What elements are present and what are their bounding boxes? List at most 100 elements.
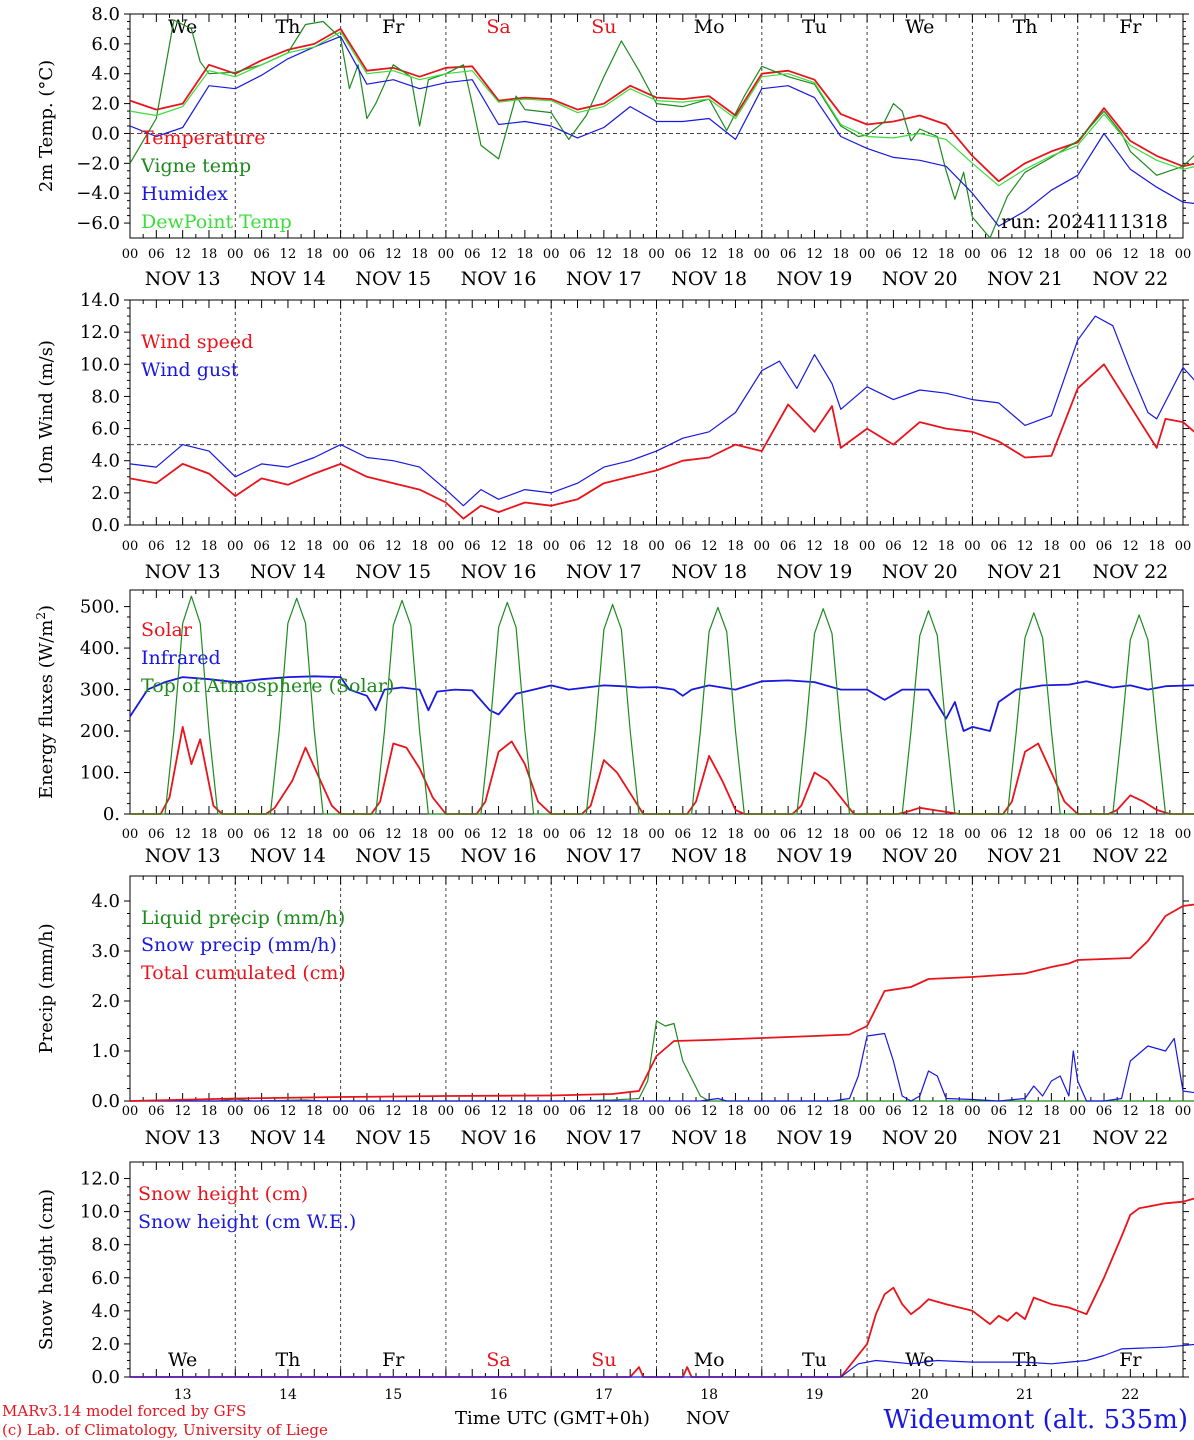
energy-y-axis-label: Energy fluxes (W/m2)	[34, 605, 57, 799]
energy-panel: 500.400.300.200.100.0. 00 06 12 18 00 06 12 18 0…	[34, 589, 1194, 867]
wind-series	[129, 315, 1194, 520]
hour-tick-label: 00	[543, 1104, 560, 1119]
day-number-label: 18	[700, 1387, 718, 1403]
hour-tick-label: 12	[596, 247, 613, 262]
temperature-panel-frame	[129, 13, 1184, 239]
precip-y-axis-label: Precip (mm/h)	[36, 923, 57, 1053]
y-tick-label: 4.0	[91, 891, 120, 912]
date-label: NOV 21	[987, 845, 1063, 867]
station-name: Wideumont (alt. 535m)	[884, 1405, 1188, 1435]
hour-tick-label: 18	[727, 827, 744, 842]
hour-tick-label: 12	[490, 827, 507, 842]
credit-line-1: MARv3.14 model forced by GFS	[2, 1402, 246, 1420]
infrared-line	[129, 675, 1194, 732]
hour-tick-label: 06	[990, 827, 1007, 842]
date-label: NOV 22	[1092, 268, 1168, 290]
hour-tick-label: 18	[833, 539, 850, 554]
hour-tick-label: 12	[701, 539, 718, 554]
day-number-label: 14	[279, 1387, 297, 1403]
date-label: NOV 17	[566, 561, 642, 583]
hour-tick-label: 18	[938, 247, 955, 262]
hour-tick-label: 12	[806, 1104, 823, 1119]
snow-x-axis: 13 14 15 16 17 18 19 20 21 22	[129, 1162, 1184, 1403]
hour-tick-label: 00	[1175, 827, 1192, 842]
y-tick-label: 2.0	[91, 94, 120, 115]
y-tick-label: 10.0	[80, 1202, 120, 1223]
date-label: NOV 22	[1092, 561, 1168, 583]
energy-day-separators	[234, 590, 1079, 814]
weekday-label: Mo	[694, 16, 725, 38]
hour-tick-label: 18	[938, 1104, 955, 1119]
temperature-legend: Temperature	[141, 127, 265, 149]
date-label: NOV 14	[250, 268, 326, 290]
vigne-temp-legend: Vigne temp	[140, 155, 251, 177]
energy-legend: Solar Infrared Top of Atmosphere (Solar)	[141, 619, 394, 697]
temperature-series	[129, 19, 1194, 239]
snow-panel: 12.0 10.0 8.0 6.0 4.0 2.0 0.0 13 14 15 16 17 18 19 20…	[36, 1161, 1194, 1403]
energy-x-axis: 00 06 12 18 00 06 12 18 00 06 12 18 00 06 12 18 00 06 12 18…	[122, 590, 1192, 867]
hour-tick-label: 18	[306, 539, 323, 554]
hour-tick-label: 00	[648, 247, 665, 262]
snow-y-axis: 12.0 10.0 8.0 6.0 4.0 2.0 0.0	[80, 1169, 1189, 1388]
hour-tick-label: 12	[596, 827, 613, 842]
hour-tick-label: 06	[1096, 247, 1113, 262]
hour-tick-label: 00	[1069, 827, 1086, 842]
hour-tick-label: 18	[622, 539, 639, 554]
date-label: NOV 17	[566, 845, 642, 867]
temperature-y-axis-label: 2m Temp. (°C)	[36, 60, 57, 192]
weekday-label: Tu	[802, 16, 827, 38]
hour-tick-label: 12	[911, 1104, 928, 1119]
y-tick-label: 14.0	[80, 290, 120, 311]
hour-tick-label: 18	[411, 827, 428, 842]
date-label: NOV 18	[671, 1127, 747, 1149]
wind-day-separators	[234, 300, 1079, 525]
hour-tick-label: 12	[385, 1104, 402, 1119]
weekday-label: Fr	[382, 16, 405, 38]
liquid-precip-mm-h-line	[130, 1020, 1194, 1102]
y-tick-label: 10.0	[80, 354, 120, 375]
date-label: NOV 20	[882, 1127, 958, 1149]
y-tick-label: 4.0	[91, 64, 120, 85]
hour-tick-label: 00	[122, 539, 139, 554]
wind-x-axis: 00 06 12 18 00 06 12 18 00 06 12 18 00 06 12 18 00 06 12 18…	[122, 300, 1191, 583]
weekday-label: Tu	[802, 1349, 827, 1371]
hour-tick-label: 12	[490, 247, 507, 262]
hour-tick-label: 12	[596, 1104, 613, 1119]
hour-tick-label: 00	[964, 539, 981, 554]
date-label: NOV 14	[250, 845, 326, 867]
hour-tick-label: 06	[1096, 1104, 1113, 1119]
hour-tick-label: 06	[359, 1104, 376, 1119]
hour-tick-label: 00	[543, 827, 560, 842]
date-label: NOV 13	[145, 845, 221, 867]
snow-precip-mm-h-line	[130, 1032, 1194, 1102]
date-label: NOV 20	[882, 845, 958, 867]
y-tick-label: 6.0	[91, 34, 120, 55]
hour-tick-label: 18	[727, 247, 744, 262]
hour-tick-label: 00	[754, 1104, 771, 1119]
temperature-y-axis: 8.0 6.0 4.0 2.0 0.0 −2.0 −4.0 −6.0	[76, 4, 1189, 234]
hour-tick-label: 00	[332, 247, 349, 262]
time-axis-label: Time UTC (GMT+0h)	[455, 1408, 650, 1429]
hour-tick-label: 06	[780, 1104, 797, 1119]
date-label: NOV 19	[777, 561, 853, 583]
date-label: NOV 20	[882, 268, 958, 290]
humidex-legend: Humidex	[141, 183, 228, 205]
hour-tick-label: 06	[569, 827, 586, 842]
hour-tick-label: 06	[1096, 539, 1113, 554]
hour-tick-label: 12	[280, 827, 297, 842]
hour-tick-label: 18	[938, 827, 955, 842]
hour-tick-label: 06	[780, 247, 797, 262]
hour-tick-label: 06	[1096, 827, 1113, 842]
energy-y-axis-label-exp: 2	[34, 612, 48, 620]
hour-tick-label: 06	[675, 1104, 692, 1119]
hour-tick-label: 06	[253, 1104, 270, 1119]
temperature-weekday-labels: We Th Fr Sa Su Mo Tu We Th Fr	[168, 16, 1142, 38]
date-label: NOV 15	[355, 845, 431, 867]
total-cumulated-cm-line	[129, 903, 1194, 1102]
hour-tick-label: 00	[964, 827, 981, 842]
hour-tick-label: 18	[201, 247, 218, 262]
hour-tick-label: 06	[148, 539, 165, 554]
energy-y-axis-label-close: )	[36, 605, 57, 612]
hour-tick-label: 18	[306, 247, 323, 262]
hour-tick-label: 12	[596, 539, 613, 554]
